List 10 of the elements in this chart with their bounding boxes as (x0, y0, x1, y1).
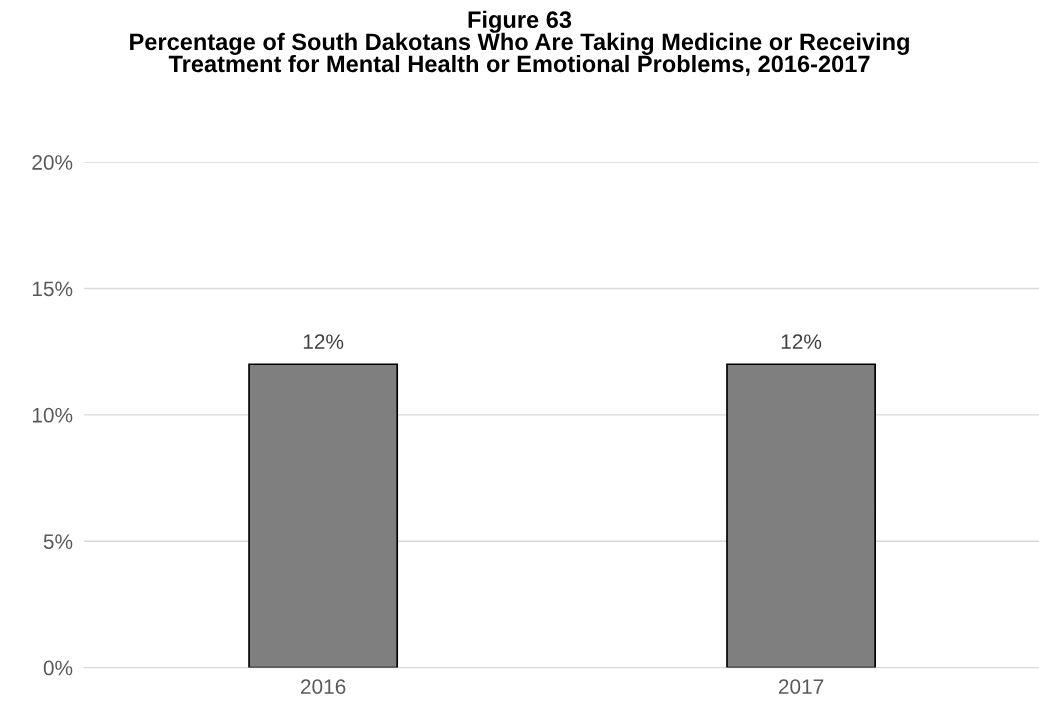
y-tick-label: 10% (32, 407, 73, 423)
y-tick-label: 5% (43, 534, 73, 549)
y-tick-label: 15% (32, 281, 73, 297)
data-label: 12% (303, 334, 344, 349)
y-tick-label: 0% (43, 660, 73, 676)
y-tick-label: 20% (32, 155, 73, 170)
chart-title: Figure 63 Percentage of South Dakotans Who Are Taking Medicine or Receiving Treatment for Mental Health or Emotional Problems, 2016-2017 (130, 10, 909, 76)
x-tick-label: 2016 (301, 679, 346, 694)
data-label: 12% (781, 334, 822, 349)
x-tick-label: 2017 (778, 679, 824, 694)
